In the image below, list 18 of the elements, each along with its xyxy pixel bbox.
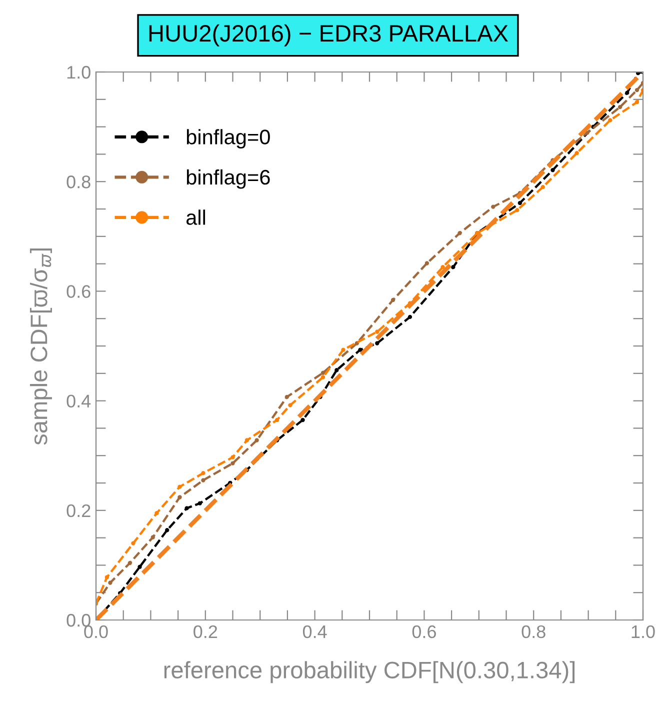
y-axis-title: sample CDF[ϖ/σ$_{ϖ}$] xyxy=(30,248,52,445)
y-tick-label: 0.4 xyxy=(66,394,91,408)
x-tick-label: 0.0 xyxy=(84,625,108,638)
x-axis-title: reference probability CDF[N(0.30,1.34)] xyxy=(164,661,575,684)
x-tick-label: 0.8 xyxy=(522,625,546,638)
x-tick-label: 0.2 xyxy=(194,625,218,638)
x-tick-label: 0.6 xyxy=(412,625,436,638)
y-tick-label: 1.0 xyxy=(67,66,90,79)
y-tick-label: 0.0 xyxy=(66,614,90,627)
y-tick-label: 0.2 xyxy=(66,504,90,518)
legend-label: binflag=6 xyxy=(186,169,270,189)
y-tick-label: 0.8 xyxy=(66,176,90,188)
legend-label: binflag=0 xyxy=(186,129,270,149)
x-tick-label: 0.4 xyxy=(302,625,327,638)
legend-label: all xyxy=(186,210,206,225)
chart-title: HUU2(J2016) − EDR3 PARALLAX xyxy=(149,24,508,46)
y-tick-label: 0.6 xyxy=(66,285,90,298)
x-tick-label: 1.0 xyxy=(632,625,655,638)
